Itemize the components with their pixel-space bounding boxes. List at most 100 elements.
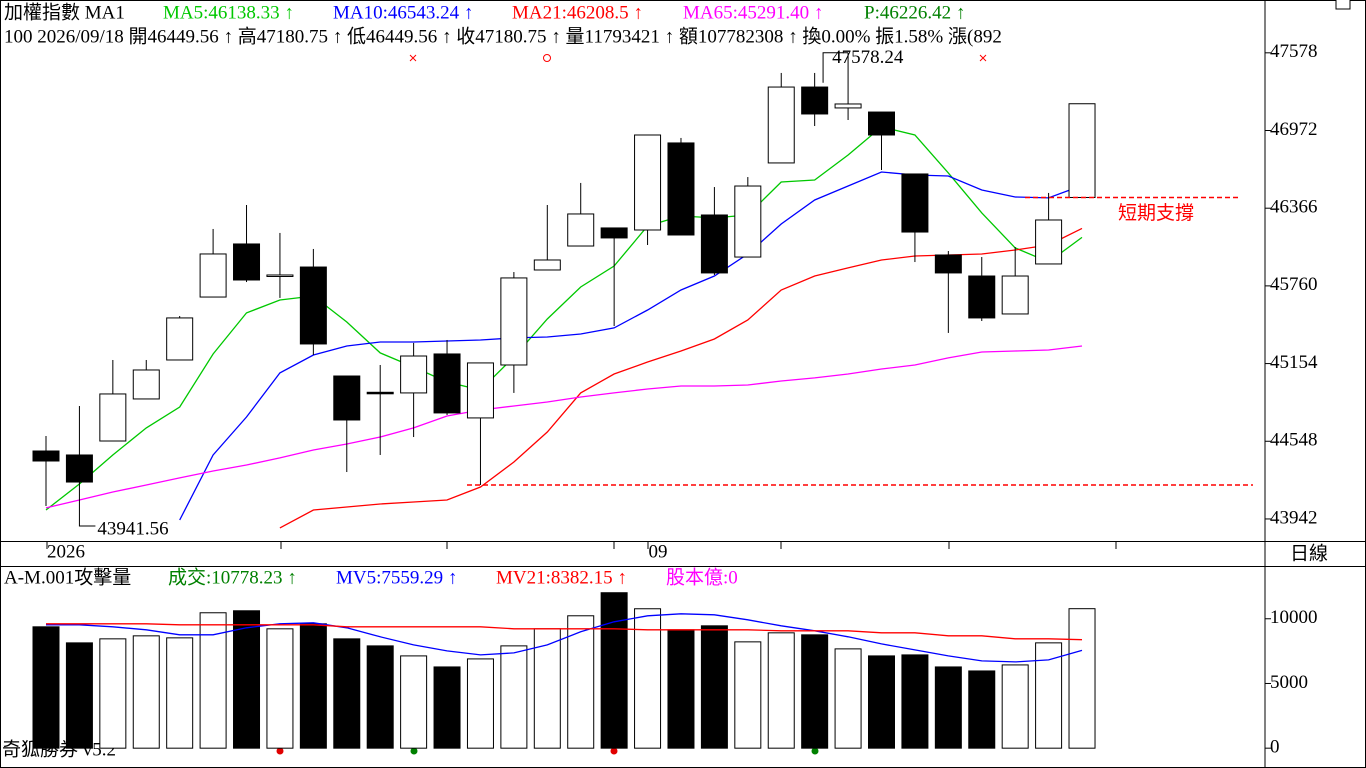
signal-marks	[409, 54, 987, 62]
candle-body	[868, 111, 895, 136]
high-label: 47578.24	[832, 47, 904, 68]
volume-bar	[433, 666, 461, 749]
y-tick-label: 5000	[1270, 672, 1308, 693]
volume-bar	[333, 638, 361, 749]
candle-body	[700, 214, 728, 274]
extra-info: 股本億:0	[666, 566, 738, 588]
volume-bar	[600, 592, 628, 749]
candle-body	[834, 103, 862, 109]
candle-body	[266, 274, 294, 277]
y-tick-label: 46366	[1270, 197, 1318, 218]
candle-body	[968, 275, 996, 319]
candle-body	[366, 391, 394, 395]
legend-entry: MV5:7559.29 ↑	[336, 567, 457, 588]
x-tick-label: 09	[649, 541, 668, 562]
support-label: 短期支撐	[1118, 202, 1194, 224]
y-tick-label: 45760	[1270, 274, 1318, 295]
ma-line	[46, 623, 1083, 641]
candle-body	[199, 253, 227, 298]
volume-bar	[934, 666, 962, 749]
volume-bar	[65, 642, 93, 749]
volume-bar	[1068, 608, 1096, 749]
volume-bar	[233, 610, 261, 749]
y-tick-label: 47578	[1270, 41, 1318, 62]
volume-bar	[466, 658, 494, 749]
candle-body	[934, 254, 962, 274]
window-icon	[1335, 0, 1351, 10]
volume-bars	[32, 592, 1096, 749]
ma-line	[46, 613, 1083, 663]
volume-bar	[868, 655, 895, 749]
date-ticks	[46, 541, 1117, 549]
candle-body	[299, 266, 327, 345]
volume-bar	[901, 654, 929, 749]
volume-legend: 成交:10778.23 ↑	[168, 566, 297, 588]
y-tick-label: 44548	[1270, 430, 1318, 451]
y-tick-label: 45154	[1270, 352, 1318, 373]
candle-body	[132, 369, 160, 400]
ma-line	[45, 126, 1083, 511]
legend-entry: MA21:46208.5 ↑	[512, 2, 643, 23]
candle-body	[500, 277, 528, 366]
candle-body	[634, 134, 662, 231]
y-tick-label: 43942	[1270, 507, 1318, 528]
x-tick-label: 2026	[47, 541, 85, 562]
volume-bar	[299, 623, 327, 749]
candle-body	[1035, 219, 1063, 265]
ma-line	[179, 171, 1083, 521]
volume-bar	[32, 626, 60, 749]
candle-body	[901, 173, 929, 233]
volume-title: A-M.001攻擊量	[4, 566, 131, 588]
volume-bar	[266, 628, 294, 749]
extra-info: P:46226.42 ↑	[864, 2, 965, 23]
volume-bar	[99, 638, 127, 749]
y-tick-label: 10000	[1270, 607, 1318, 628]
legend-entry: MA5:46138.33 ↑	[163, 2, 294, 23]
volume-bar	[567, 615, 595, 749]
volume-bar	[366, 645, 394, 749]
volume-bar	[166, 637, 194, 749]
candle-body	[433, 353, 461, 414]
candle-body	[233, 243, 261, 281]
callout	[822, 52, 849, 83]
candle-body	[65, 454, 93, 483]
candle-body	[767, 86, 795, 164]
candle-body	[166, 317, 194, 361]
volume-bar	[1001, 664, 1029, 749]
low-label: 43941.56	[97, 518, 168, 539]
candle-body	[600, 227, 628, 239]
callout	[78, 519, 96, 527]
chart-title: 加權指數 MA1	[4, 1, 125, 23]
candle-body	[99, 393, 127, 442]
volume-bar	[700, 625, 728, 749]
candle-body	[32, 450, 60, 462]
volume-bar	[1035, 642, 1063, 749]
y-tick-label: 0	[1270, 737, 1280, 758]
y-tick-label: 46972	[1270, 119, 1318, 140]
candle-body	[333, 375, 361, 421]
candle-body	[567, 213, 595, 247]
period-label: 日線	[1290, 542, 1328, 564]
volume-bar	[801, 634, 829, 749]
volume-bar	[734, 641, 762, 749]
legend-entry: MV21:8382.15 ↑	[496, 567, 627, 588]
candle-body	[400, 355, 428, 394]
volume-bar	[132, 635, 160, 749]
volume-bar	[767, 632, 795, 749]
candle-body	[533, 259, 561, 271]
volume-bar	[667, 629, 695, 749]
candle-body	[667, 142, 695, 236]
volume-bar	[834, 648, 862, 749]
candle-body	[1001, 275, 1029, 315]
volume-bar	[968, 670, 996, 749]
candle-body	[1068, 103, 1096, 198]
ma-line	[45, 345, 1083, 509]
candle-body	[801, 86, 829, 115]
volume-bar	[634, 608, 662, 749]
legend-entry: MA65:45291.40 ↑	[683, 2, 823, 23]
volume-bar	[400, 655, 428, 749]
candle-body	[734, 185, 762, 258]
candle-body	[466, 362, 494, 419]
candles	[32, 52, 1096, 520]
